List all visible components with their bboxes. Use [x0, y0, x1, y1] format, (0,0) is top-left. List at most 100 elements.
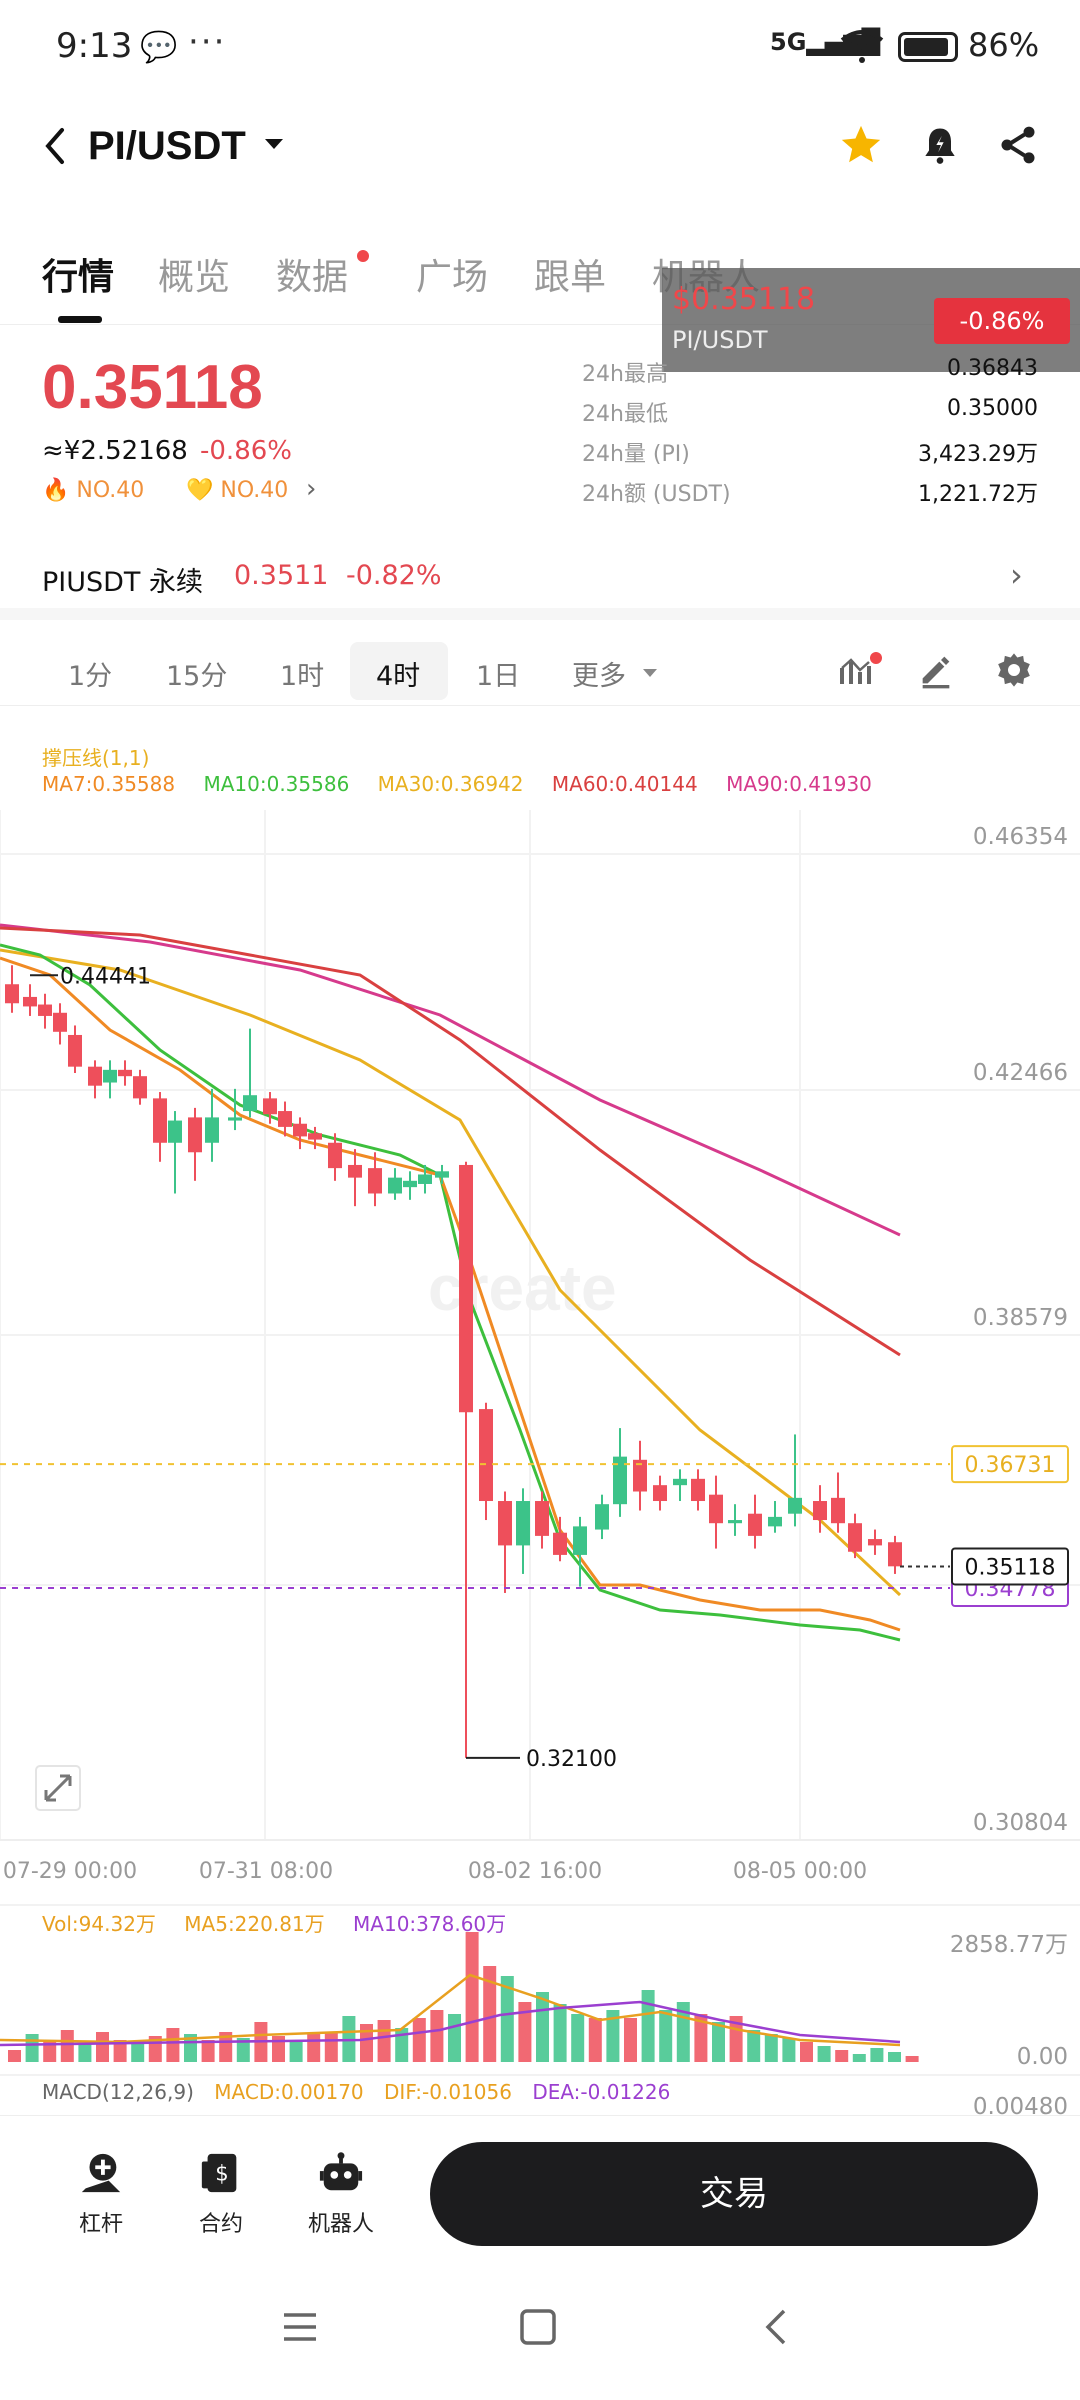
margin-button[interactable]: 杠杆 — [56, 2150, 146, 2238]
chevron-right-icon: › — [1010, 556, 1023, 594]
candle-body — [553, 1532, 567, 1555]
system-nav-bar — [0, 2265, 1080, 2400]
pair-selector[interactable]: PI/USDT — [88, 124, 246, 168]
floating-ticker-pair: PI/USDT — [672, 326, 768, 354]
caret-down-icon[interactable] — [263, 137, 285, 151]
active-interval-bg — [350, 642, 448, 700]
last-price-value: 0.35118 — [965, 1555, 1056, 1580]
volume-bar — [25, 2034, 39, 2062]
cny-price: ≈¥2.52168 — [42, 436, 188, 466]
support-resistance-label: 撑压线(1,1) — [42, 746, 150, 770]
volume-bar — [272, 2036, 285, 2062]
candle-body — [728, 1520, 742, 1524]
candle-body — [278, 1111, 292, 1127]
interval-more[interactable]: 更多 — [572, 661, 626, 692]
fav-rank[interactable]: 💛 NO.40 — [186, 478, 288, 503]
status-bar: 9:13 💬 ··· 5G▂▄▆█ 86% — [0, 0, 1080, 96]
candle-body — [5, 984, 19, 1004]
candle-body — [53, 1012, 67, 1032]
hot-rank[interactable]: 🔥 NO.40 — [42, 478, 144, 503]
macd-dif: DIF:-0.01056 — [384, 2080, 512, 2104]
contract-icon: $ — [201, 2153, 237, 2193]
watermark-text: create — [428, 1252, 617, 1324]
trade-button[interactable]: 交易 — [430, 2142, 1038, 2246]
last-price: 0.35118 — [42, 353, 263, 422]
volume-bar — [113, 2040, 127, 2062]
candle-body — [535, 1501, 549, 1536]
floating-ticker[interactable]: $0.35118 PI/USDT -0.86% — [662, 268, 1080, 372]
indicators-icon[interactable] — [838, 650, 884, 690]
candle-body — [831, 1497, 845, 1524]
battery-percent: 86% — [968, 26, 1040, 64]
volume-bar — [448, 2014, 461, 2062]
candle-body — [118, 1069, 132, 1077]
candle-body — [813, 1501, 827, 1521]
home-icon[interactable] — [518, 2307, 558, 2347]
interval-1d[interactable]: 1日 — [476, 661, 521, 692]
more-notifications-icon: ··· — [188, 22, 227, 62]
candle-body — [709, 1494, 723, 1524]
volume-max-tick: 2858.77万 — [950, 1932, 1068, 1958]
candle-body — [498, 1501, 512, 1546]
candle-body — [479, 1409, 493, 1502]
tab-square[interactable]: 广场 — [416, 257, 489, 298]
menu-icon[interactable] — [280, 2307, 320, 2347]
stat-label: 24h最低 — [582, 402, 668, 427]
macd-legend: MACD(12,26,9) MACD:0.00170 DIF:-0.01056 … — [42, 2080, 670, 2104]
candle-body — [595, 1504, 609, 1530]
favorite-star-icon[interactable] — [838, 122, 884, 168]
draw-pen-icon[interactable] — [916, 650, 956, 690]
candle-body — [263, 1098, 277, 1115]
network-type: 5G — [770, 28, 807, 56]
svg-text:$: $ — [215, 2161, 228, 2186]
caret-down-icon[interactable] — [642, 668, 658, 678]
alert-bell-icon[interactable] — [918, 122, 962, 168]
interval-1m[interactable]: 1分 — [68, 661, 113, 692]
chevron-right-icon[interactable]: › — [306, 474, 317, 504]
stat-label: 24h最高 — [582, 362, 668, 387]
candle-body — [168, 1120, 182, 1143]
resistance-value: 0.36731 — [965, 1453, 1056, 1478]
volume-ma10-line — [0, 2000, 901, 2047]
candle-body — [23, 996, 37, 1007]
volume-bar — [500, 1976, 514, 2062]
perpetual-row[interactable]: PIUSDT 永续 0.3511 -0.82% › — [0, 540, 1080, 620]
bot-button[interactable]: 机器人 — [296, 2150, 386, 2238]
back-icon[interactable] — [756, 2307, 796, 2347]
share-icon[interactable] — [996, 122, 1040, 168]
interval-4h[interactable]: 4时 — [376, 661, 421, 692]
volume-bar — [588, 2018, 602, 2062]
volume-bar — [571, 2014, 585, 2062]
tab-copy-trade[interactable]: 跟单 — [534, 257, 607, 298]
y-tick-label: 0.30804 — [973, 1810, 1068, 1836]
y-tick-label: 0.46354 — [973, 824, 1068, 850]
volume-bar — [800, 2042, 813, 2062]
contract-button[interactable]: $ 合约 — [176, 2150, 266, 2238]
interval-1h[interactable]: 1时 — [280, 661, 325, 692]
tab-overview[interactable]: 概览 — [158, 257, 231, 298]
y-tick-label: 0.38579 — [973, 1305, 1068, 1331]
volume-bar — [96, 2032, 109, 2062]
24h-stats: 24h最高 0.36843 24h最低 0.35000 24h量 (PI) 3,… — [582, 356, 1038, 516]
kline-chart-svg[interactable]: create 0.46354 0.42466 0.38579 0.30804 07-29 … — [0, 730, 1080, 2115]
kline-chart[interactable]: create 0.46354 0.42466 0.38579 0.30804 07-29 … — [0, 730, 1080, 2115]
volume-bar — [782, 2038, 796, 2062]
stat-row: 24h量 (PI) 3,423.29万 — [582, 436, 1038, 476]
tab-data[interactable]: 数据 — [276, 257, 349, 298]
tab-market[interactable]: 行情 — [42, 257, 115, 298]
volume-bar — [905, 2056, 919, 2062]
candle-body — [788, 1497, 802, 1514]
candle-body — [205, 1117, 219, 1143]
volume-bar — [641, 1990, 655, 2062]
interval-15m[interactable]: 15分 — [166, 661, 228, 692]
x-tick-label: 08-02 16:00 — [468, 1859, 602, 1884]
low-marker-label: 0.32100 — [526, 1747, 617, 1772]
ma7-legend: MA7:0.35588 — [42, 772, 176, 796]
volume-bar — [324, 2032, 338, 2062]
volume-bar — [78, 2044, 92, 2062]
back-arrow-icon[interactable] — [40, 124, 70, 168]
battery-icon — [898, 32, 958, 62]
price-change: -0.86% — [200, 436, 292, 466]
volume-bar — [412, 2018, 426, 2062]
chart-settings-gear-icon[interactable] — [994, 650, 1034, 690]
